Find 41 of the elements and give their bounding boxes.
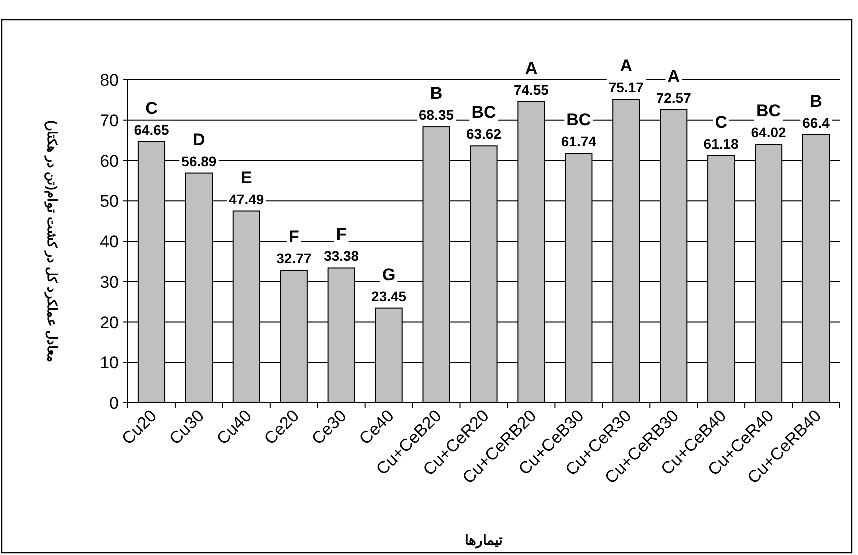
y-tick-label: 60 (100, 152, 119, 171)
annotation: B (430, 84, 443, 104)
data-label: 33.38 (324, 248, 360, 264)
annotation: B (810, 92, 822, 111)
data-label: 75.17 (608, 80, 644, 96)
annotation: C (715, 112, 728, 132)
annotation: A (668, 67, 680, 86)
y-tick-label: 40 (100, 232, 119, 252)
annotation: D (193, 130, 206, 150)
annotation: BC (472, 103, 496, 122)
annotation: F (336, 225, 347, 244)
y-tick-label: 50 (100, 192, 119, 212)
data-label: 66.4 (802, 114, 830, 131)
data-label: 63.62 (466, 126, 502, 142)
y-tick-label: 80 (100, 71, 119, 90)
x-axis-title: تیمارها (465, 532, 503, 549)
data-label: 47.49 (229, 191, 264, 208)
data-label: 23.45 (372, 288, 407, 304)
annotation: A (525, 59, 538, 78)
data-label: 32.77 (276, 250, 312, 267)
data-label: 74.55 (514, 82, 550, 98)
annotation: BC (566, 110, 592, 130)
annotation: C (146, 98, 158, 118)
data-label: 61.18 (704, 136, 740, 152)
annotation: E (240, 168, 252, 188)
y-tick-label: 70 (100, 111, 119, 130)
data-label: 72.57 (656, 90, 692, 106)
data-label: 64.02 (751, 124, 787, 141)
annotation: G (382, 265, 396, 284)
data-label: 56.89 (182, 153, 217, 170)
data-label: 68.35 (419, 107, 454, 124)
y-axis-title: معادل عملکرد کل در کشت توام(تن در هکتار) (44, 120, 60, 362)
annotation: A (620, 56, 633, 76)
y-tick-label: 30 (100, 272, 119, 292)
annotation: BC (756, 102, 782, 121)
y-tick-label: 20 (100, 313, 119, 332)
data-label: 64.65 (134, 122, 170, 138)
annotation: F (288, 228, 300, 247)
y-tick-label: 0 (110, 394, 119, 413)
data-label: 61.74 (561, 134, 597, 150)
y-tick-label: 10 (100, 354, 119, 373)
